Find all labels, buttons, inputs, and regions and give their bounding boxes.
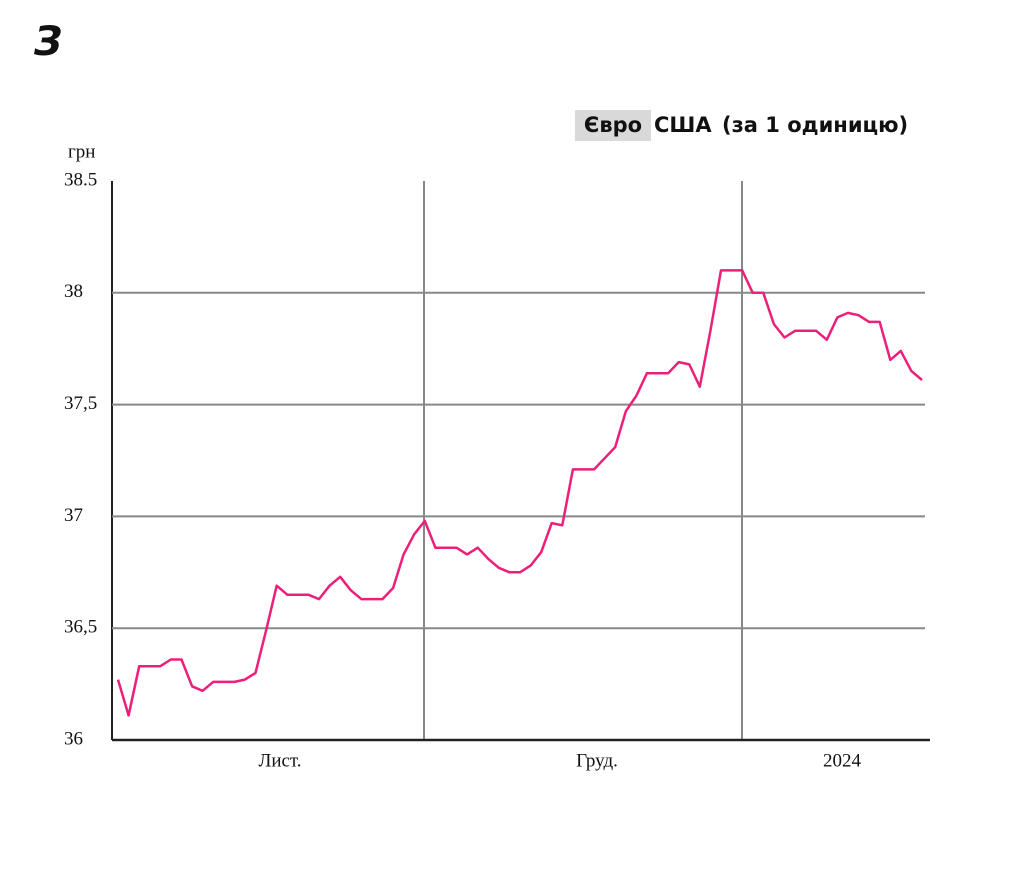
x-tick-label: 2024: [823, 750, 862, 771]
y-tick-label: 36,5: [64, 617, 97, 638]
line: [116, 269, 923, 717]
y-tick-label: 38.5: [64, 169, 97, 190]
chart-title: (за 1 одиницю): [722, 113, 908, 137]
tab-bg[interactable]: [575, 110, 651, 141]
x-tick-label: Груд.: [576, 750, 618, 771]
y-tick-label: 37: [64, 505, 83, 526]
series-name[interactable]: США: [654, 113, 712, 137]
y-axis-label: грн: [68, 141, 95, 162]
y-tick-label: 37,5: [64, 393, 97, 414]
y-tick-label: 36: [64, 728, 83, 749]
logo: З: [33, 19, 62, 65]
tab[interactable]: Євро: [584, 113, 642, 137]
y-tick-label: 38: [64, 281, 83, 302]
x-tick-label: Лист.: [258, 750, 301, 771]
